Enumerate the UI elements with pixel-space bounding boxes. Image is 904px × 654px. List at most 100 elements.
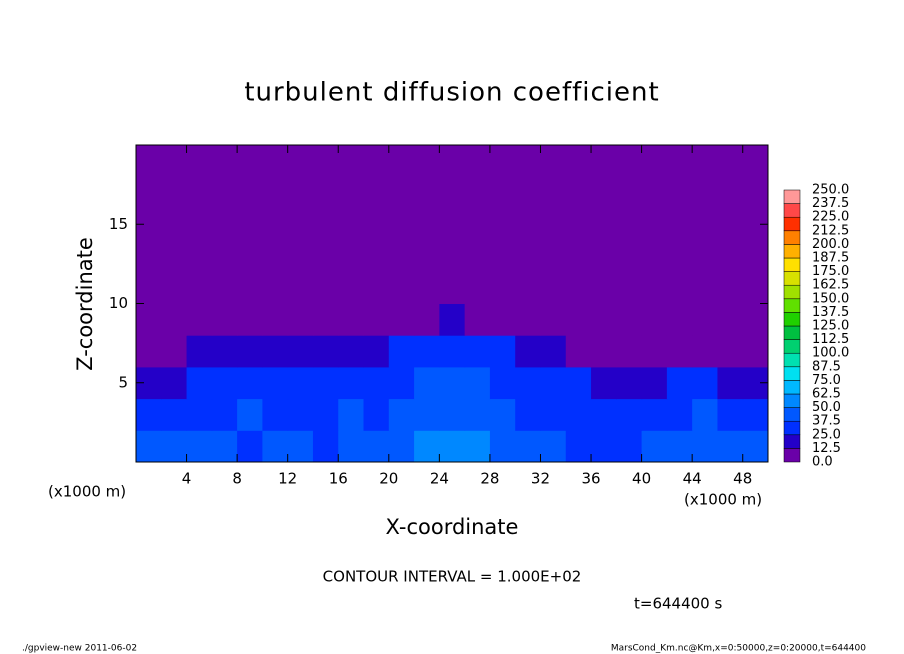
heat-cell <box>666 145 693 304</box>
colorbar-swatch <box>783 352 801 368</box>
colorbar-swatch <box>783 271 801 286</box>
heat-cell <box>211 145 238 304</box>
heat-cell <box>338 303 365 336</box>
colorbar-label: 200.0 <box>812 237 849 252</box>
heat-cell <box>237 303 263 336</box>
colorbar-label: 187.5 <box>812 251 849 266</box>
colorbar-label: 112.5 <box>812 332 849 347</box>
heat-cell <box>692 430 718 463</box>
colorbar-label: 0.0 <box>812 455 833 470</box>
heat-cell <box>262 366 289 400</box>
heat-cell <box>464 145 491 304</box>
heat-cell <box>591 430 617 463</box>
heat-cell <box>161 145 188 304</box>
heat-cell <box>439 303 466 336</box>
heat-cell <box>565 430 592 463</box>
heat-cell <box>363 430 390 463</box>
heat-cell <box>388 145 415 304</box>
colorbar-swatch <box>783 284 801 300</box>
heat-cell <box>136 430 162 463</box>
heat-cell <box>363 398 390 431</box>
heat-cell <box>414 430 440 463</box>
colorbar-swatch <box>783 189 801 204</box>
heat-cell <box>515 303 541 336</box>
heat-cell <box>591 303 617 336</box>
heat-cell <box>338 366 365 400</box>
colorbar-label: 175.0 <box>812 264 849 279</box>
heat-cell <box>742 398 769 431</box>
colorbar-swatch <box>783 230 801 245</box>
heat-cell <box>540 398 567 431</box>
heat-cell <box>211 335 238 368</box>
heat-cell <box>464 303 491 336</box>
heat-cell <box>540 366 567 400</box>
y-tick-label: 5 <box>118 373 128 391</box>
heat-cell <box>287 303 314 336</box>
heat-cell <box>565 303 592 336</box>
colorbar-label: 62.5 <box>812 387 841 402</box>
x-tick-label: 12 <box>278 470 297 488</box>
heat-cell <box>641 303 668 336</box>
x-tick-label: 28 <box>480 470 499 488</box>
colorbar-swatch <box>783 312 801 327</box>
heat-cell <box>717 303 744 336</box>
y-tick-label: 10 <box>109 294 128 312</box>
heat-cell <box>666 398 693 431</box>
heat-cell <box>742 430 769 463</box>
colorbar-label: 100.0 <box>812 346 849 361</box>
y-axis-label: Z-coordinate <box>73 237 97 371</box>
heat-cell <box>464 335 491 368</box>
heat-cell <box>186 145 213 304</box>
heat-cell <box>312 303 339 336</box>
heat-cell <box>363 145 390 304</box>
heat-cell <box>312 398 339 431</box>
colorbar-swatch <box>783 298 801 313</box>
colorbar-swatch <box>783 203 801 218</box>
heat-cell <box>641 398 668 431</box>
heat-cell <box>515 430 541 463</box>
colorbar-label: 25.0 <box>812 427 841 442</box>
colorbar-label: 212.5 <box>812 223 849 238</box>
heat-cell <box>591 366 617 400</box>
heat-cell <box>338 430 365 463</box>
heat-cell <box>262 430 289 463</box>
heat-cell <box>161 366 188 400</box>
x-tick-label: 48 <box>733 470 752 488</box>
heat-cell <box>515 366 541 400</box>
heat-cell <box>565 335 592 368</box>
heat-cell <box>414 145 440 304</box>
heat-cell <box>237 398 263 431</box>
colorbar-swatch <box>783 420 801 436</box>
colorbar-swatch <box>783 393 801 408</box>
heat-cell <box>641 366 668 400</box>
colorbar-swatch <box>783 325 801 340</box>
heat-cell <box>717 366 744 400</box>
heat-cell <box>565 398 592 431</box>
contour-note: CONTOUR INTERVAL = 1.000E+02 <box>323 568 582 586</box>
heat-cell <box>161 398 188 431</box>
heat-cell <box>312 145 339 304</box>
heat-cell <box>692 366 718 400</box>
heat-cell <box>616 145 643 304</box>
x-tick-label: 32 <box>531 470 550 488</box>
colorbar-label: 150.0 <box>812 291 849 306</box>
colorbar-swatch <box>783 407 801 422</box>
x-axis-label: X-coordinate <box>386 515 519 539</box>
heat-cell <box>666 303 693 336</box>
heat-cell <box>338 335 365 368</box>
heat-cell <box>414 366 440 400</box>
heat-cell <box>439 430 466 463</box>
heat-cell <box>388 303 415 336</box>
heat-cell <box>540 335 567 368</box>
colorbar-swatch <box>783 216 801 232</box>
heat-cell <box>489 335 516 368</box>
heat-cell <box>211 430 238 463</box>
heat-cell <box>338 398 365 431</box>
heat-cell <box>717 335 744 368</box>
colorbar-swatch <box>783 366 801 381</box>
heat-cell <box>363 335 390 368</box>
x-tick-label: 16 <box>329 470 348 488</box>
heat-cell <box>363 366 390 400</box>
heat-cell <box>616 335 643 368</box>
heat-cell <box>464 398 491 431</box>
